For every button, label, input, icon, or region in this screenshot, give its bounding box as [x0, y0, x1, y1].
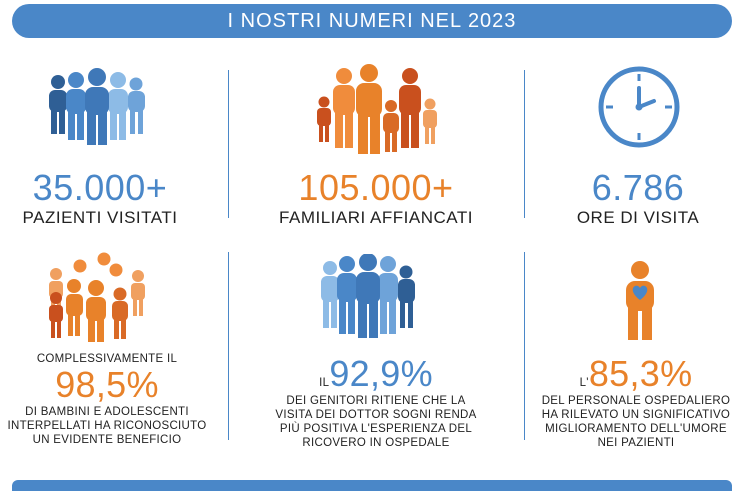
stat-label: PAZIENTI VISITATI — [22, 208, 178, 227]
survey-line: DEL PERSONALE OSPEDALIERO — [541, 395, 731, 407]
divider — [228, 252, 229, 440]
survey-value: 85,3% — [588, 353, 693, 394]
survey-value-row: IL92,9% — [258, 356, 494, 392]
divider — [524, 252, 525, 440]
clock-icon — [598, 66, 680, 148]
stat-patients: 35.000+ PAZIENTI VISITATI — [0, 170, 200, 228]
survey-line: RICOVERO IN OSPEDALE — [302, 437, 450, 449]
family-group-icon — [317, 64, 437, 154]
survey-staff: L'85,3% DEL PERSONALE OSPEDALIERO HA RIL… — [538, 356, 734, 450]
survey-parents: IL92,9% DEI GENITORI RITIENE CHE LA VISI… — [258, 356, 494, 450]
children-group-icon — [49, 252, 145, 342]
survey-line: DEI GENITORI RITIENE CHE LA — [286, 395, 466, 407]
stat-value: 35.000+ — [32, 167, 168, 208]
survey-value: 92,9% — [329, 353, 433, 394]
stat-label: ORE DI VISITA — [576, 208, 700, 227]
survey-line: UN EVIDENTE BENEFICIO — [32, 434, 182, 446]
survey-prefix: L' — [579, 377, 589, 389]
survey-line: DI BAMBINI E ADOLESCENTI — [25, 406, 189, 418]
stat-value: 6.786 — [591, 167, 685, 208]
survey-prefix: IL — [319, 377, 330, 389]
divider — [228, 70, 229, 218]
survey-line: HA RILEVATO UN SIGNIFICATIVO — [541, 409, 731, 421]
survey-line: NEI PAZIENTI — [597, 437, 675, 449]
stat-hours: 6.786 ORE DI VISITA — [548, 170, 728, 228]
divider — [524, 70, 525, 218]
footer-bar — [12, 480, 732, 491]
stat-label: FAMILIARI AFFIANCATI — [279, 208, 473, 227]
survey-line: INTERPELLATI HA RICONOSCIUTO — [7, 420, 207, 432]
stat-families: 105.000+ FAMILIARI AFFIANCATI — [258, 170, 494, 228]
survey-line: MIGLIORAMENTO DELL'UMORE — [545, 423, 727, 435]
survey-line: PIÙ POSITIVA L'ESPERIENZA DEL — [279, 423, 473, 435]
page-title: I NOSTRI NUMERI NEL 2023 — [227, 9, 517, 32]
people-group-icon — [49, 68, 145, 145]
survey-value: 98,5% — [55, 364, 159, 405]
heart-person-icon — [626, 261, 654, 340]
parents-group-icon — [321, 254, 415, 338]
survey-line: VISITA DEI DOTTOR SOGNI RENDA — [275, 409, 477, 421]
survey-value-row: L'85,3% — [538, 356, 734, 392]
header-banner: I NOSTRI NUMERI NEL 2023 — [12, 4, 732, 38]
survey-prefix: COMPLESSIVAMENTE IL — [36, 353, 178, 365]
survey-children: COMPLESSIVAMENTE IL 98,5% DI BAMBINI E A… — [0, 352, 214, 447]
stat-value: 105.000+ — [298, 167, 454, 208]
